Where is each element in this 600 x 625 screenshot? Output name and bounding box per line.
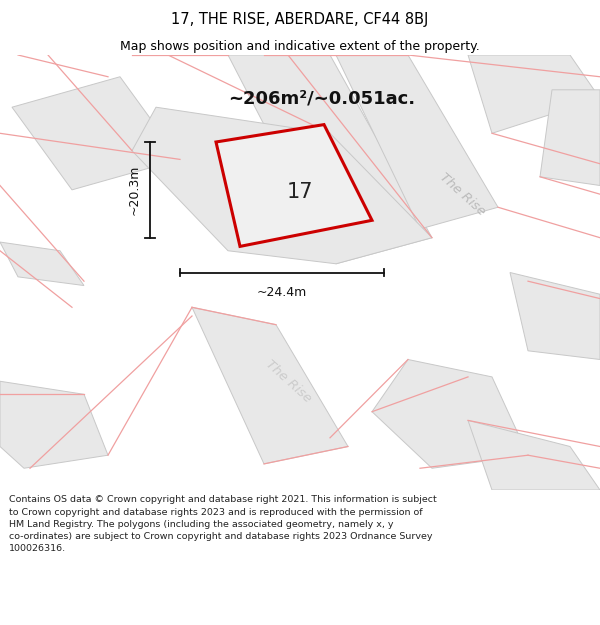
Polygon shape bbox=[228, 55, 432, 264]
Text: The Rise: The Rise bbox=[263, 357, 313, 405]
Text: ~20.3m: ~20.3m bbox=[128, 164, 141, 215]
Polygon shape bbox=[0, 242, 84, 286]
Polygon shape bbox=[468, 55, 600, 133]
Polygon shape bbox=[132, 107, 432, 264]
Polygon shape bbox=[216, 124, 372, 246]
Text: 17, THE RISE, ABERDARE, CF44 8BJ: 17, THE RISE, ABERDARE, CF44 8BJ bbox=[172, 12, 428, 27]
Text: 17: 17 bbox=[287, 182, 313, 202]
Text: ~206m²/~0.051ac.: ~206m²/~0.051ac. bbox=[228, 89, 415, 107]
Text: ~24.4m: ~24.4m bbox=[257, 286, 307, 299]
Text: The Rise: The Rise bbox=[437, 171, 487, 218]
Polygon shape bbox=[12, 77, 180, 190]
Polygon shape bbox=[540, 90, 600, 186]
Polygon shape bbox=[372, 359, 528, 468]
Polygon shape bbox=[336, 55, 498, 229]
Text: Contains OS data © Crown copyright and database right 2021. This information is : Contains OS data © Crown copyright and d… bbox=[9, 496, 437, 553]
Polygon shape bbox=[510, 272, 600, 359]
Polygon shape bbox=[468, 421, 600, 490]
Text: Map shows position and indicative extent of the property.: Map shows position and indicative extent… bbox=[120, 39, 480, 52]
Polygon shape bbox=[0, 381, 108, 468]
Polygon shape bbox=[192, 308, 348, 464]
